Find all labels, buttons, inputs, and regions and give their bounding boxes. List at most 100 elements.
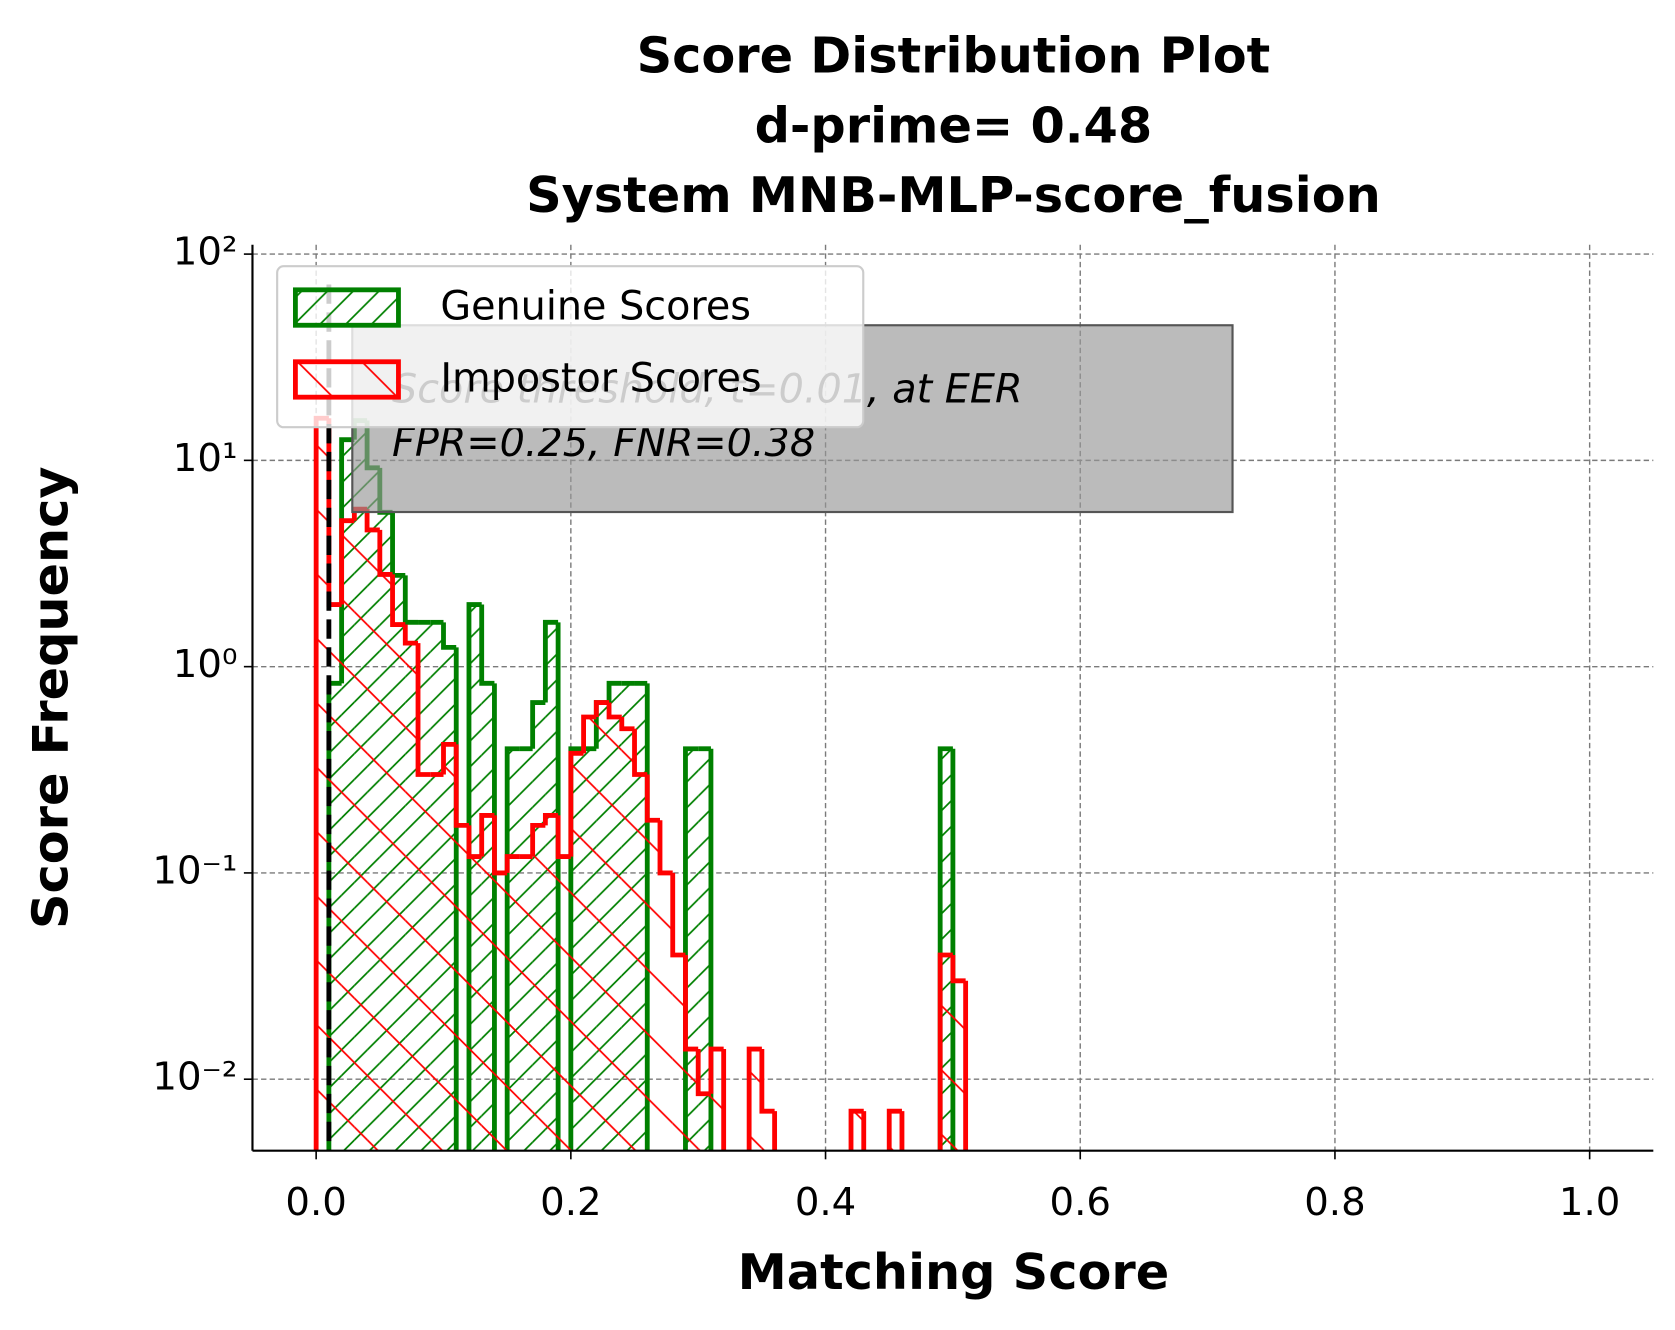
histogram-bar [609,717,622,1151]
histogram-step [746,1046,762,1151]
histogram-step [708,748,714,1151]
histogram-step [937,952,953,1151]
histogram-step [402,575,419,625]
histogram-bar [749,1049,762,1151]
y-tick-label: 10² [173,230,238,275]
histogram-step [479,813,495,857]
histogram-bar [698,748,711,1151]
histogram-step [415,643,431,777]
histogram-step [619,717,635,732]
histogram-step [657,820,673,876]
histogram-step [644,774,660,823]
overlays: 0.00.20.40.60.81.010⁻²10⁻¹10⁰10¹10²Score… [152,230,1654,1225]
histogram-bar [507,856,520,1151]
histogram-bar [889,1111,902,1151]
histogram-step [542,619,559,703]
legend-box [276,265,865,429]
x-tick-label: 0.4 [795,1180,856,1225]
legend-swatch [292,359,401,400]
chart-subtitle: System MNB-MLP-score_fusion [526,166,1381,224]
histogram-bar [341,520,355,1151]
histogram-step [390,574,406,627]
histogram-step [848,1108,864,1151]
histogram-bar [418,774,431,1151]
histogram-bar [456,825,469,1151]
y-tick-label: 10⁰ [173,642,238,687]
histogram-bar [558,856,571,1151]
histogram-step [721,1049,727,1151]
histogram-bar [379,574,393,1151]
histogram-step [530,700,546,749]
histogram-bar [851,1111,864,1151]
histogram-step [886,1108,902,1151]
histogram-step [492,815,508,876]
histogram-step [555,815,571,860]
histogram-step [606,680,622,703]
y-tick-label: 10¹ [173,436,238,481]
histogram-bar [316,418,329,1151]
x-axis-label: Matching Score [738,1243,1170,1301]
histogram-step [950,748,956,1151]
x-tick-label: 0.0 [285,1180,346,1225]
histogram-step [466,825,482,860]
histogram-bar [367,529,380,1151]
histogram-step [899,1111,905,1151]
histogram-bar [647,820,660,1151]
histogram-bar [710,1049,724,1151]
histogram-step [402,624,419,646]
histogram-step [530,822,546,857]
histogram-bar [354,509,368,1151]
histogram-step [441,622,457,650]
histogram-bar [596,702,610,1151]
histogram-step [581,714,597,754]
histogram-step [479,604,495,686]
histogram-step [339,518,355,605]
histogram-step [377,529,393,577]
histogram-bar [659,872,673,1151]
histogram-bar [430,774,444,1151]
histogram-step [568,750,584,857]
histogram-step [772,1111,778,1151]
histogram-bar [940,955,953,1151]
histogram-bar [443,744,457,1151]
histogram-step [632,728,648,777]
histogram-bar [634,774,648,1151]
chart-title: Score Distribution Plot [637,27,1271,85]
histogram-bar [481,815,495,1151]
histogram-step [963,980,969,1151]
legend-label: Impostor Scores [440,356,761,402]
histogram-step [542,813,559,826]
histogram-bar [532,825,546,1151]
histogram-step [504,854,520,873]
histogram-bar [405,643,419,1151]
y-tick-label: 10⁻¹ [152,848,237,893]
histogram-bar [685,1049,699,1151]
y-axis-label: Score Frequency [21,466,79,929]
histogram-step [708,1046,724,1094]
histogram-bar [621,728,635,1151]
histogram-step [593,700,610,718]
histogram-step [759,1049,775,1114]
histogram-step [950,955,966,984]
histogram-bar [672,955,686,1151]
histogram-bar [468,856,482,1151]
histogram-bar [952,980,966,1151]
histogram-step [441,741,457,775]
x-tick-label: 0.8 [1304,1180,1365,1225]
histogram-step [683,955,699,1052]
series [313,415,969,1151]
histogram-step [670,872,686,958]
y-tick-label: 10⁻² [152,1055,237,1100]
histogram-bar [328,604,342,1151]
histogram-step [606,702,622,720]
histogram-bar [392,624,406,1151]
legend-label: Genuine Scores [440,284,751,330]
histogram-step [861,1111,867,1151]
histogram-bar [570,753,584,1151]
x-tick-label: 0.6 [1050,1180,1111,1225]
chart-subtitle: d-prime= 0.48 [755,96,1153,154]
legend-swatch [292,287,401,328]
histogram-step [695,1049,711,1097]
histogram-step [390,512,406,578]
